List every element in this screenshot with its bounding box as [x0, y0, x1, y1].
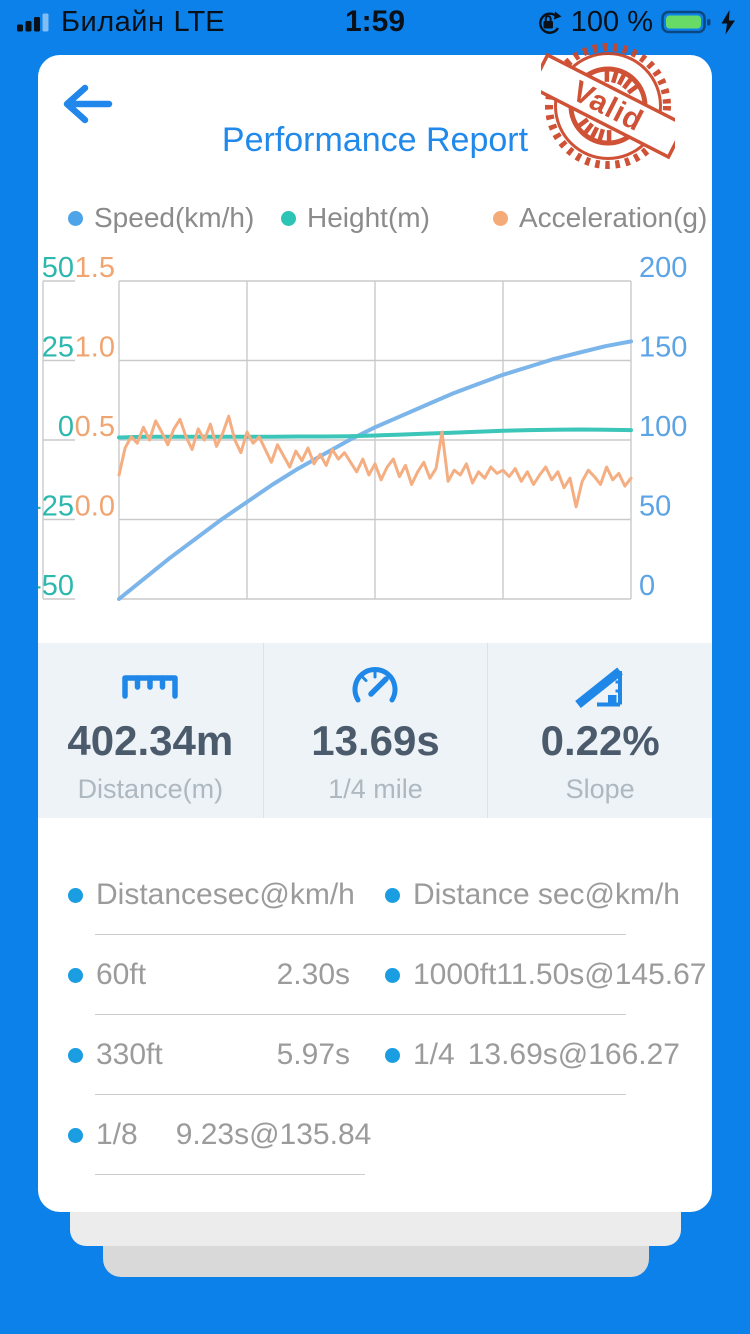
battery-icon	[661, 10, 711, 34]
bullet-icon	[68, 1127, 83, 1143]
bullet-icon	[68, 887, 83, 903]
split-value: 9.23s@135.84	[175, 1118, 372, 1151]
legend-item-acceleration[interactable]: Acceleration(g)	[493, 202, 707, 234]
col-header-sec: sec@km/h	[212, 878, 355, 911]
bullet-icon	[68, 967, 83, 983]
back-button[interactable]	[58, 81, 116, 127]
ruler-icon	[122, 675, 179, 699]
table-row: 1/8 9.23s@135.84	[38, 1095, 712, 1175]
acceleration-legend-dot	[493, 210, 508, 226]
svg-text:50: 50	[639, 491, 671, 523]
legend-item-speed[interactable]: Speed(km/h)	[68, 202, 254, 234]
quarter-mile-value: 13.69s	[311, 717, 440, 764]
bullet-icon	[68, 1047, 83, 1063]
slope-label: Slope	[565, 774, 635, 804]
stat-slope: 0.22% Slope	[487, 643, 712, 818]
signal-strength-icon	[17, 13, 49, 32]
svg-text:1.0: 1.0	[75, 332, 115, 364]
status-left: Билайн LTE	[16, 6, 225, 39]
gauge-icon	[352, 667, 398, 703]
split-value: 13.69s@166.27	[467, 1038, 680, 1071]
svg-text:0: 0	[639, 570, 655, 602]
col-header-distance: Distance	[96, 878, 213, 911]
split-label: 330ft	[96, 1038, 163, 1071]
slope-value: 0.22%	[540, 717, 660, 764]
svg-text:200: 200	[639, 252, 687, 284]
slope-icon	[575, 667, 623, 709]
split-value: 11.50s@145.67	[496, 958, 707, 991]
svg-text:0.0: 0.0	[75, 491, 115, 523]
performance-line-chart: 50 25 0 -25 -50 1.5 1.0 0.5 0.0 200 150 100 50 0	[38, 252, 687, 602]
split-value: 5.97s	[276, 1038, 350, 1071]
svg-text:100: 100	[639, 411, 687, 443]
svg-text:-50: -50	[38, 570, 74, 602]
row-divider	[95, 934, 626, 935]
bullet-icon	[385, 887, 400, 903]
stat-quarter-mile: 13.69s 1/4 mile	[262, 643, 488, 818]
carrier-name: Билайн	[61, 5, 165, 38]
back-arrow-icon	[63, 84, 113, 124]
bullet-icon	[385, 1047, 400, 1063]
table-row: 330ft 5.97s 1/4 13.69s@166.27	[38, 1015, 712, 1095]
legend-item-height[interactable]: Height(m)	[281, 202, 430, 234]
charging-bolt-icon	[721, 9, 735, 34]
svg-text:50: 50	[42, 252, 74, 284]
distance-value: 402.34m	[67, 717, 234, 764]
split-label: 1/4	[413, 1038, 455, 1071]
distance-label: Distance(m)	[77, 774, 224, 804]
speed-legend-dot	[68, 210, 83, 226]
split-label: 1/8	[96, 1118, 138, 1151]
status-right: 100 %	[533, 6, 736, 39]
svg-text:0: 0	[58, 411, 74, 443]
table-header-row: Distance sec@km/h Distance sec@km/h	[38, 855, 712, 935]
stacked-card-edge-2	[103, 1246, 649, 1277]
legend-label: Speed(km/h)	[94, 202, 255, 233]
row-divider	[95, 1014, 626, 1015]
col-header-sec: sec@km/h	[537, 878, 680, 911]
rotation-lock-icon	[538, 11, 562, 34]
stat-distance: 402.34m Distance(m)	[38, 643, 263, 818]
row-divider	[95, 1094, 626, 1095]
bullet-icon	[385, 967, 400, 983]
valid-stamp: Valid	[541, 43, 675, 169]
svg-text:0.5: 0.5	[75, 411, 115, 443]
report-card: Performance Report Valid	[38, 43, 712, 1212]
height-legend-dot	[281, 210, 296, 226]
split-label: 1000ft	[413, 958, 497, 991]
svg-text:1.5: 1.5	[75, 252, 115, 284]
row-divider	[95, 1174, 365, 1175]
legend-label: Acceleration(g)	[519, 202, 708, 233]
legend-label: Height(m)	[307, 202, 430, 233]
table-row: 60ft 2.30s 1000ft 11.50s@145.67	[38, 935, 712, 1015]
svg-text:150: 150	[639, 332, 687, 364]
svg-text:-25: -25	[38, 491, 74, 523]
svg-text:25: 25	[42, 332, 74, 364]
battery-percent: 100 %	[570, 5, 653, 38]
network-type: LTE	[173, 5, 225, 38]
split-times-table: Distance sec@km/h Distance sec@km/h 60ft…	[38, 855, 712, 1175]
page-title: Performance Report	[221, 121, 529, 159]
split-value: 2.30s	[276, 958, 350, 991]
stacked-card-edge-1	[70, 1212, 681, 1246]
status-bar: Билайн LTE 1:59 100 %	[0, 0, 750, 44]
summary-stats-panel: 402.34m Distance(m) 13.69s 1/4 mile	[38, 643, 712, 818]
col-header-distance: Distance	[413, 878, 530, 911]
quarter-mile-label: 1/4 mile	[328, 774, 423, 804]
split-label: 60ft	[96, 958, 147, 991]
